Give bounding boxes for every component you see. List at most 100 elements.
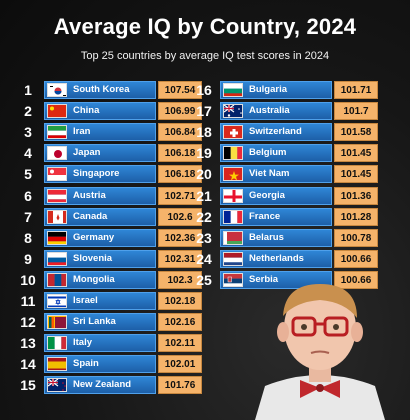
country-label: Belarus	[249, 231, 284, 243]
mongolia-flag-icon	[47, 272, 67, 287]
rank-label: 20	[196, 166, 212, 183]
bar: New Zealand	[44, 376, 156, 395]
boy-with-glasses-image	[255, 284, 385, 420]
france-flag-icon	[223, 209, 243, 224]
rank-label: 23	[196, 229, 212, 246]
israel-flag-icon	[47, 294, 67, 308]
bar: Sri Lanka	[44, 313, 156, 332]
country-label: Serbia	[249, 273, 279, 285]
bulgaria-flag-icon	[223, 83, 243, 97]
value-label: 102.31	[158, 249, 202, 268]
bar-row: 2 China 106.99	[14, 102, 204, 121]
value-label: 101.76	[158, 376, 202, 395]
china-flag-icon	[47, 104, 67, 119]
rank-label: 25	[196, 271, 212, 288]
value-label: 106.99	[158, 102, 202, 121]
bar: France	[220, 207, 332, 226]
chart-subtitle: Top 25 countries by average IQ test scor…	[80, 50, 330, 62]
value-label: 101.7	[334, 102, 378, 121]
bar-row: 24 Netherlands 100.66	[190, 249, 380, 268]
bar-row: 7 Canada 102.6	[14, 207, 204, 226]
value-label: 102.16	[158, 313, 202, 332]
country-label: South Korea	[73, 84, 130, 95]
bar-row: 19 Belgium 101.45	[190, 144, 380, 163]
country-label: Canada	[73, 210, 108, 222]
germany-flag-icon	[47, 230, 67, 245]
country-label: Italy	[73, 337, 93, 349]
rank-label: 4	[24, 145, 32, 162]
rank-label: 10	[20, 271, 36, 288]
bar-row: 1 South Korea 107.54	[14, 81, 204, 99]
value-label: 101.71	[334, 81, 378, 99]
spain-flag-icon	[47, 357, 67, 372]
bar: Japan	[44, 144, 156, 163]
bar: Canada	[44, 207, 156, 226]
value-label: 100.66	[334, 249, 378, 268]
rank-label: 3	[24, 124, 32, 141]
bar-row: 15 New Zealand 101.76	[14, 376, 204, 395]
country-label: Switzerland	[249, 126, 302, 138]
rank-label: 19	[196, 145, 212, 162]
serbia-flag-icon	[223, 272, 243, 287]
rank-label: 17	[196, 103, 212, 120]
country-label: Sri Lanka	[73, 316, 116, 328]
country-label: Slovenia	[73, 252, 113, 264]
value-label: 100.78	[334, 228, 378, 247]
country-label: Viet Nam	[249, 168, 290, 180]
rank-label: 2	[24, 103, 32, 120]
country-label: France	[249, 210, 281, 222]
chart-title: Average IQ by Country, 2024	[53, 14, 357, 39]
new-zealand-flag-icon	[47, 378, 67, 393]
value-label: 101.58	[334, 123, 378, 142]
bar: Germany	[44, 228, 156, 247]
bar: Spain	[44, 355, 156, 374]
bar: Netherlands	[220, 249, 332, 268]
bar: Serbia	[220, 270, 332, 289]
value-label: 101.28	[334, 207, 378, 226]
bar-row: 5 Singapore 106.18	[14, 165, 204, 184]
country-label: China	[73, 105, 100, 117]
rank-label: 12	[20, 314, 36, 331]
iran-flag-icon	[47, 125, 67, 140]
netherlands-flag-icon	[223, 251, 243, 266]
value-label: 106.18	[158, 144, 202, 163]
bar: Slovenia	[44, 249, 156, 268]
rank-label: 22	[196, 208, 212, 225]
bar-row: 16 Bulgaria 101.71	[190, 81, 380, 99]
switzerland-flag-icon	[223, 125, 243, 140]
bar: Georgia	[220, 186, 332, 205]
bar: Iran	[44, 123, 156, 142]
sri-lanka-flag-icon	[47, 315, 67, 330]
austria-flag-icon	[47, 188, 67, 203]
value-label: 101.36	[334, 186, 378, 205]
bar-row: 4 Japan 106.18	[14, 144, 204, 163]
bar-row: 9 Slovenia 102.31	[14, 249, 204, 268]
rank-label: 14	[20, 356, 36, 373]
value-label: 102.3	[158, 270, 202, 289]
country-label: Austria	[73, 189, 106, 201]
rank-label: 15	[20, 377, 36, 394]
bar-row: 3 Iran 106.84	[14, 123, 204, 142]
belarus-flag-icon	[223, 230, 243, 245]
country-label: Singapore	[73, 168, 120, 180]
bar-row: 8 Germany 102.36	[14, 228, 204, 247]
south-korea-flag-icon	[47, 83, 67, 97]
bar: Austria	[44, 186, 156, 205]
country-label: Spain	[73, 358, 99, 370]
viet-nam-flag-icon	[223, 167, 243, 182]
rank-label: 21	[196, 187, 212, 204]
rank-label: 5	[24, 166, 32, 183]
value-label: 100.66	[334, 270, 378, 289]
bar-row: 25 Serbia 100.66	[190, 270, 380, 289]
belgium-flag-icon	[223, 146, 243, 161]
value-label: 101.45	[334, 165, 378, 184]
rank-label: 9	[24, 250, 32, 267]
bar: China	[44, 102, 156, 121]
rank-label: 24	[196, 250, 212, 267]
country-label: Germany	[73, 231, 115, 243]
bar: Israel	[44, 292, 156, 310]
value-label: 102.71	[158, 186, 202, 205]
bar: Mongolia	[44, 270, 156, 289]
value-label: 102.11	[158, 334, 202, 353]
bar-row: 11 Israel 102.18	[14, 292, 204, 310]
